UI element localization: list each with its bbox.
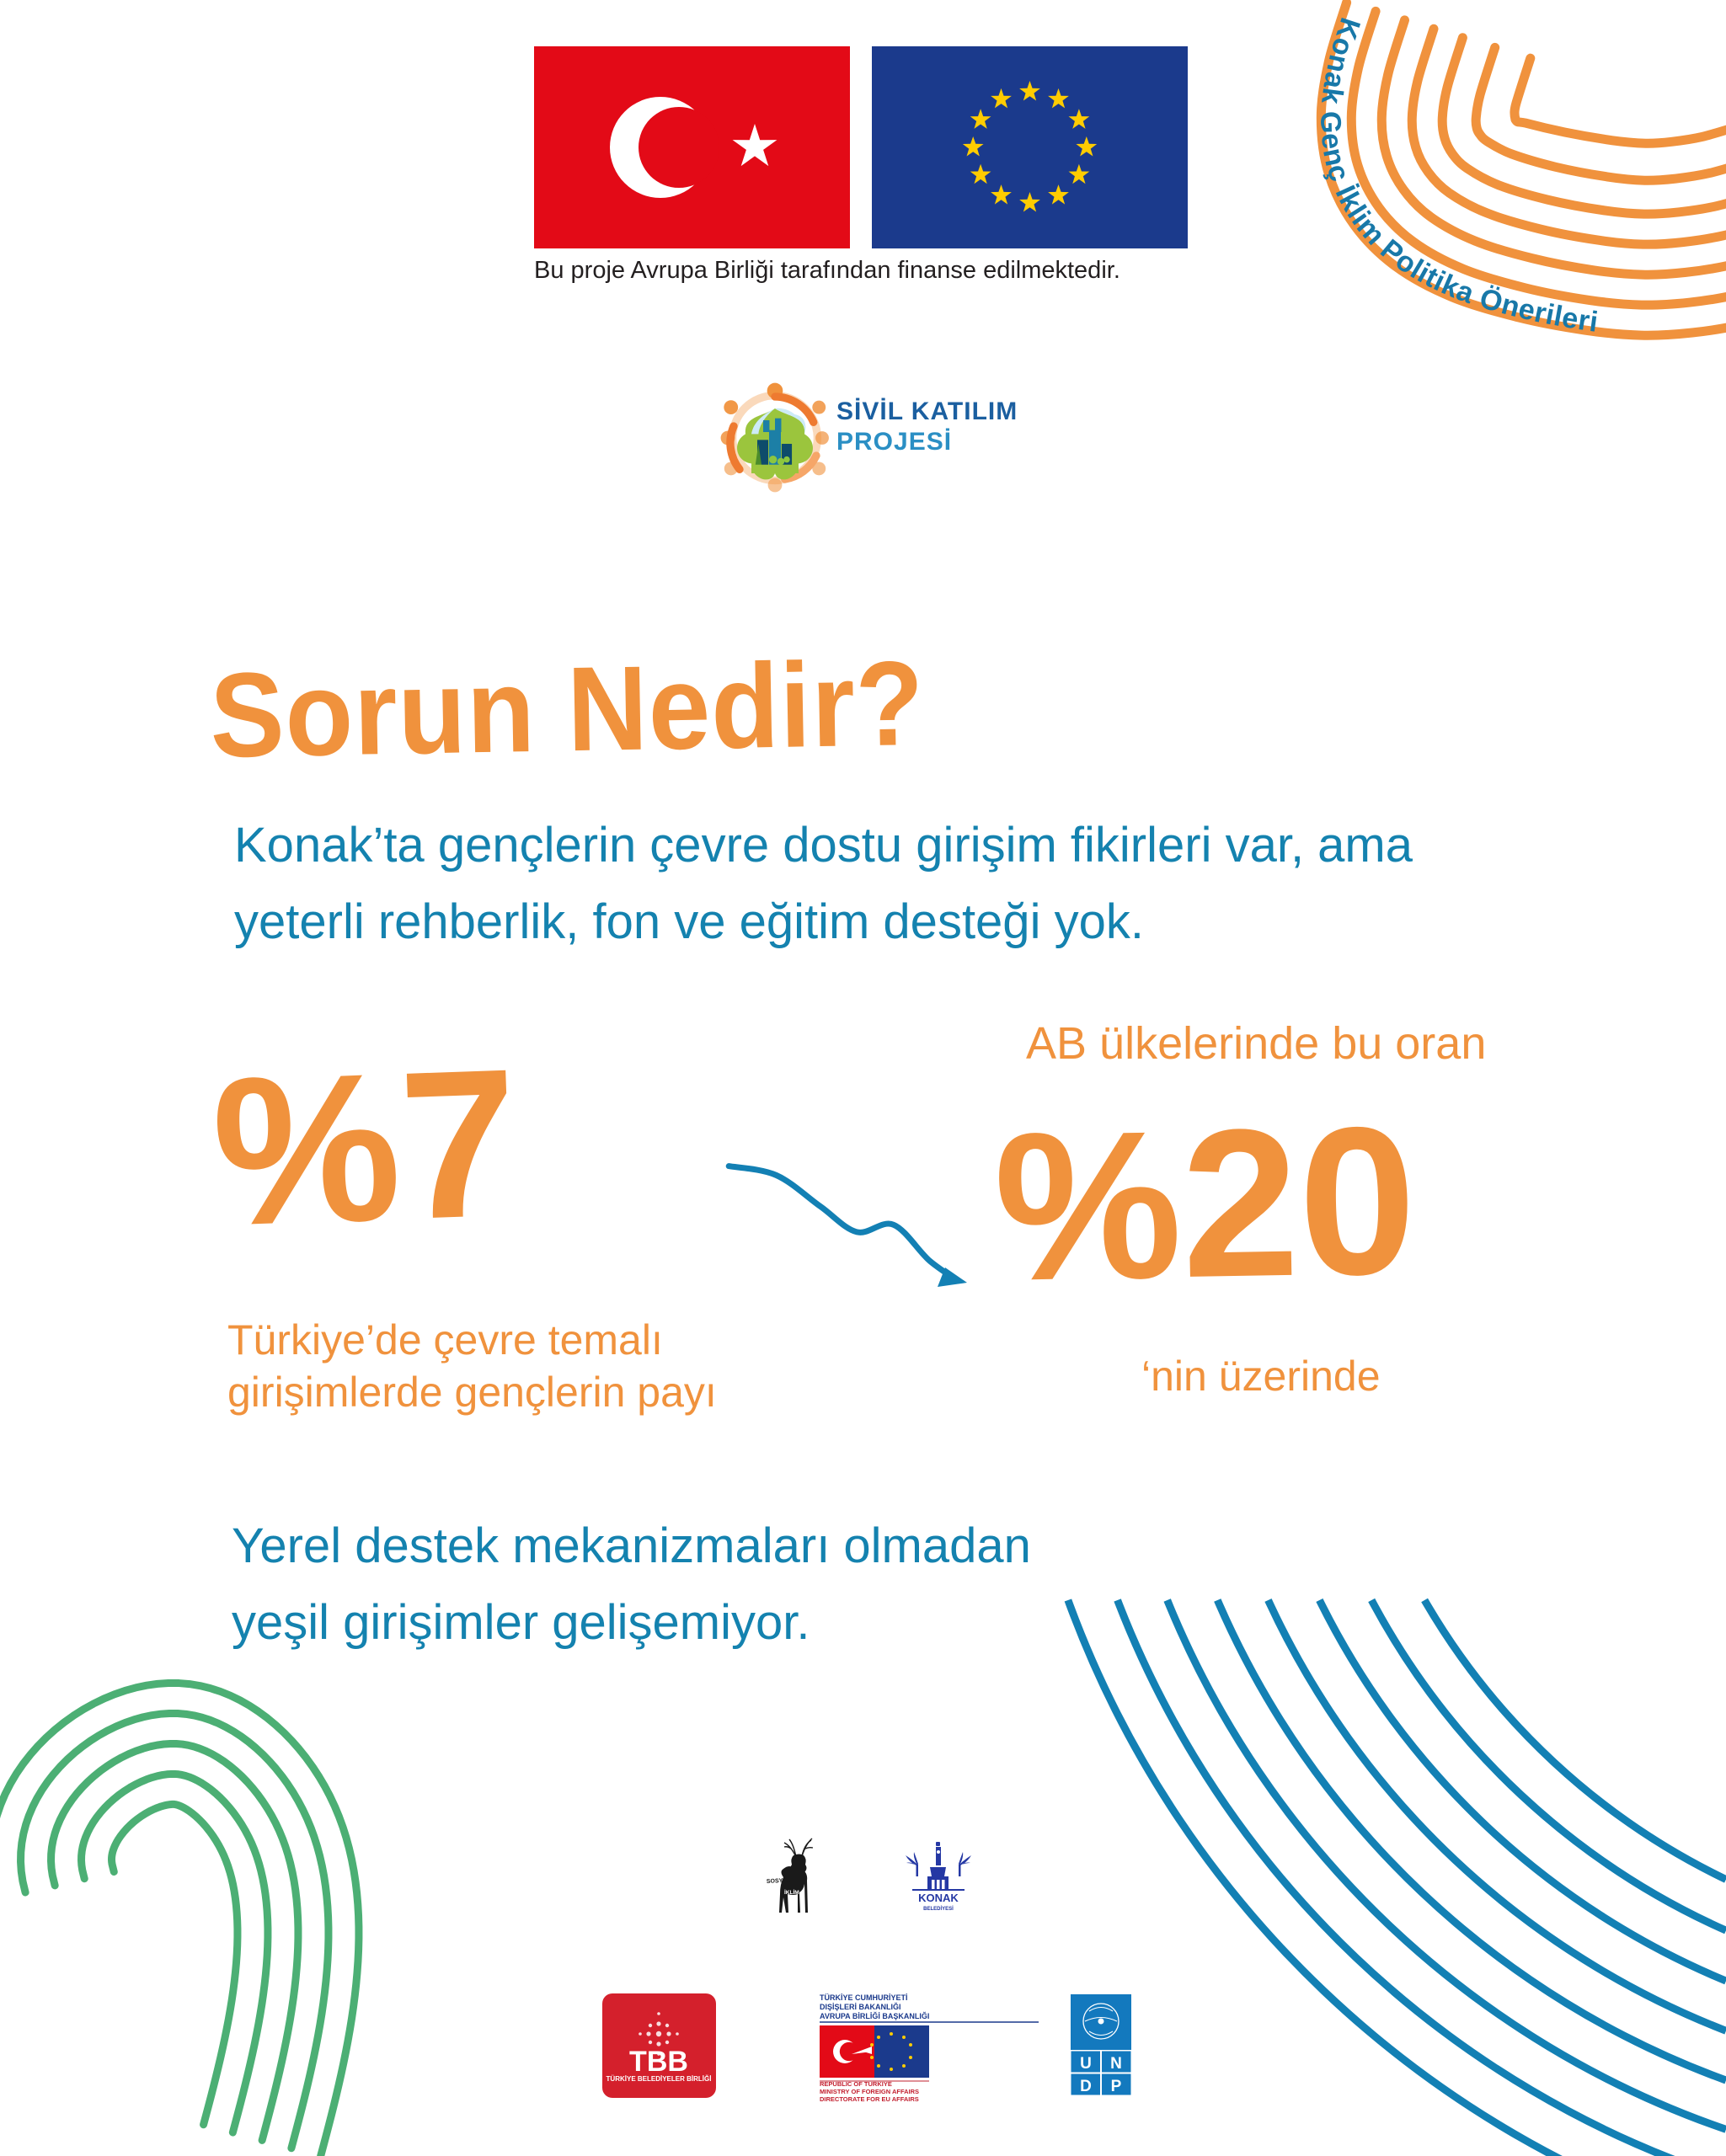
- svg-text:U: U: [1080, 2055, 1092, 2073]
- svg-text:D: D: [1080, 2078, 1092, 2095]
- svg-text:TÜRKİYE CUMHURİYETİ: TÜRKİYE CUMHURİYETİ: [820, 1993, 908, 2002]
- svg-text:MINISTRY OF FOREIGN AFFAIRS: MINISTRY OF FOREIGN AFFAIRS: [820, 2088, 919, 2095]
- svg-text:AVRUPA BİRLİĞİ BAŞKANLIĞI: AVRUPA BİRLİĞİ BAŞKANLIĞI: [820, 2011, 929, 2020]
- svg-text:N: N: [1110, 2055, 1122, 2073]
- svg-text:REPUBLIC OF TÜRKİYE: REPUBLIC OF TÜRKİYE: [820, 2080, 892, 2088]
- svg-text:DIŞİŞLERİ BAKANLIĞI: DIŞİŞLERİ BAKANLIĞI: [820, 2002, 901, 2011]
- svg-text:BELEDİYESİ: BELEDİYESİ: [923, 1906, 954, 1912]
- svg-text:P: P: [1111, 2078, 1122, 2095]
- svg-text:TÜRKİYE BELEDİYELER BİRLİĞİ: TÜRKİYE BELEDİYELER BİRLİĞİ: [607, 2075, 712, 2083]
- svg-text:KONAK: KONAK: [918, 1892, 959, 1904]
- svg-text:TBB: TBB: [629, 2046, 688, 2078]
- svg-text:İKLİM: İKLİM: [784, 1889, 799, 1896]
- svg-text:DIRECTORATE FOR EU AFFAIRS: DIRECTORATE FOR EU AFFAIRS: [820, 2095, 919, 2103]
